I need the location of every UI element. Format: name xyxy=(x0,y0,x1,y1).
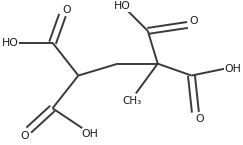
Text: O: O xyxy=(195,114,204,124)
Text: HO: HO xyxy=(1,38,18,48)
Text: O: O xyxy=(62,5,71,15)
Text: OH: OH xyxy=(82,129,99,139)
Text: O: O xyxy=(20,131,29,141)
Text: O: O xyxy=(189,16,198,26)
Text: CH₃: CH₃ xyxy=(122,96,141,106)
Text: OH: OH xyxy=(225,64,242,74)
Text: HO: HO xyxy=(113,1,130,11)
